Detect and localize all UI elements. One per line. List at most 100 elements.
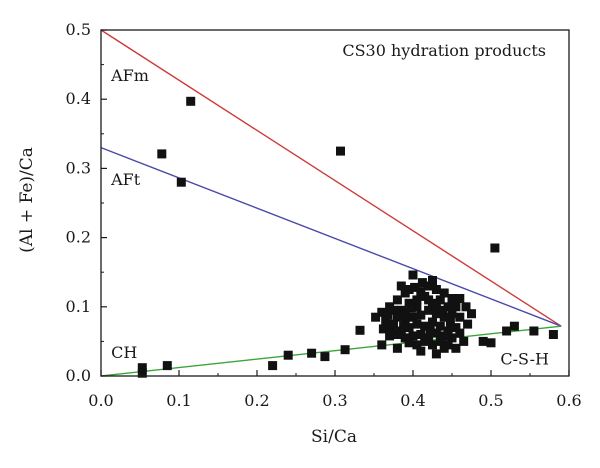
data-point — [176, 177, 186, 187]
x-tick-label: 0.0 — [88, 391, 113, 410]
data-point — [268, 361, 278, 371]
afm-line — [100, 29, 562, 327]
x-tick-label: 0.2 — [244, 391, 269, 410]
plot-area-frame — [100, 29, 570, 377]
data-point — [420, 336, 430, 346]
data-point — [455, 312, 465, 322]
data-point — [431, 285, 441, 294]
data-point — [416, 310, 426, 320]
data-point — [396, 281, 406, 291]
data-point — [416, 330, 426, 339]
data-point — [431, 302, 441, 312]
data-point — [461, 302, 471, 312]
data-point — [439, 312, 449, 322]
data-point — [509, 321, 519, 331]
anno-afm: AFm — [110, 66, 149, 85]
data-point — [424, 281, 434, 291]
data-point — [445, 317, 455, 327]
data-point — [377, 307, 387, 317]
data-point — [137, 368, 147, 378]
data-point — [428, 276, 437, 285]
data-point — [385, 331, 395, 341]
data-point — [425, 326, 435, 336]
data-point — [428, 340, 437, 350]
x-tick-label: 0.1 — [166, 391, 191, 410]
anno-csh: C-S-H — [500, 350, 549, 369]
y-tick-label: 0.5 — [66, 20, 91, 39]
anno-ch: CH — [111, 343, 137, 362]
y-axis-label: (Al + Fe)/Ca — [17, 147, 37, 253]
data-point — [435, 321, 445, 331]
data-point — [320, 352, 330, 362]
data-point — [404, 285, 414, 294]
data-point — [392, 295, 402, 305]
data-point — [447, 333, 457, 343]
aft-line — [100, 146, 562, 327]
data-point — [391, 328, 401, 338]
data-point — [420, 321, 430, 331]
data-point — [431, 309, 441, 319]
y-tick-label: 0.3 — [66, 158, 91, 177]
data-point — [307, 348, 317, 358]
x-tick-label: 0.5 — [478, 391, 503, 410]
data-point — [424, 295, 434, 305]
data-point — [529, 326, 539, 336]
data-point — [431, 349, 441, 359]
y-tick-label: 0.2 — [66, 228, 91, 247]
data-point — [428, 317, 437, 327]
data-point — [186, 96, 196, 106]
x-tick-label: 0.6 — [556, 391, 581, 410]
data-point — [455, 328, 465, 338]
data-point — [408, 312, 418, 322]
data-point — [400, 333, 410, 343]
data-point — [404, 323, 414, 333]
data-point — [451, 302, 461, 312]
data-point — [404, 298, 414, 308]
data-point — [392, 312, 402, 322]
data-point — [416, 287, 426, 297]
data-point — [412, 340, 422, 350]
axis-ticks: 0.0 0.1 0.2 0.3 0.4 0.5 0.6 0.0 0.1 0.2 0.3 0.4 0.5 — [66, 20, 582, 410]
data-point — [400, 316, 410, 326]
data-point — [447, 294, 457, 303]
data-point — [417, 278, 427, 288]
x-tick-label: 0.3 — [322, 391, 347, 410]
data-point — [389, 319, 398, 329]
data-point — [371, 312, 381, 322]
data-point — [162, 361, 172, 371]
data-point — [336, 146, 345, 156]
chart-title: CS30 hydration products — [342, 41, 546, 60]
data-point — [443, 326, 453, 336]
data-point — [412, 295, 422, 305]
data-point — [431, 328, 441, 338]
anno-aft: AFt — [110, 170, 141, 189]
data-point — [478, 336, 488, 346]
data-point — [467, 309, 476, 319]
data-point — [435, 336, 445, 346]
data-point — [502, 326, 512, 336]
data-point — [389, 305, 398, 315]
data-point — [439, 331, 449, 341]
data-point — [381, 316, 391, 326]
x-axis-label: Si/Ca — [311, 427, 357, 447]
data-point — [283, 350, 293, 360]
data-point — [340, 345, 350, 355]
y-tick-label: 0.0 — [66, 366, 91, 385]
data-point — [383, 310, 393, 320]
data-points — [137, 96, 558, 378]
data-point — [443, 302, 453, 312]
reference-lines — [100, 29, 562, 377]
data-point — [435, 295, 445, 305]
data-point — [406, 303, 416, 313]
data-point — [378, 324, 388, 334]
data-point — [355, 325, 365, 335]
data-point — [412, 319, 422, 329]
data-point — [463, 319, 473, 329]
data-point — [408, 331, 418, 341]
data-point — [400, 307, 410, 317]
data-point — [451, 323, 461, 333]
data-point — [137, 363, 147, 373]
data-point — [490, 243, 500, 253]
data-point — [410, 282, 420, 292]
